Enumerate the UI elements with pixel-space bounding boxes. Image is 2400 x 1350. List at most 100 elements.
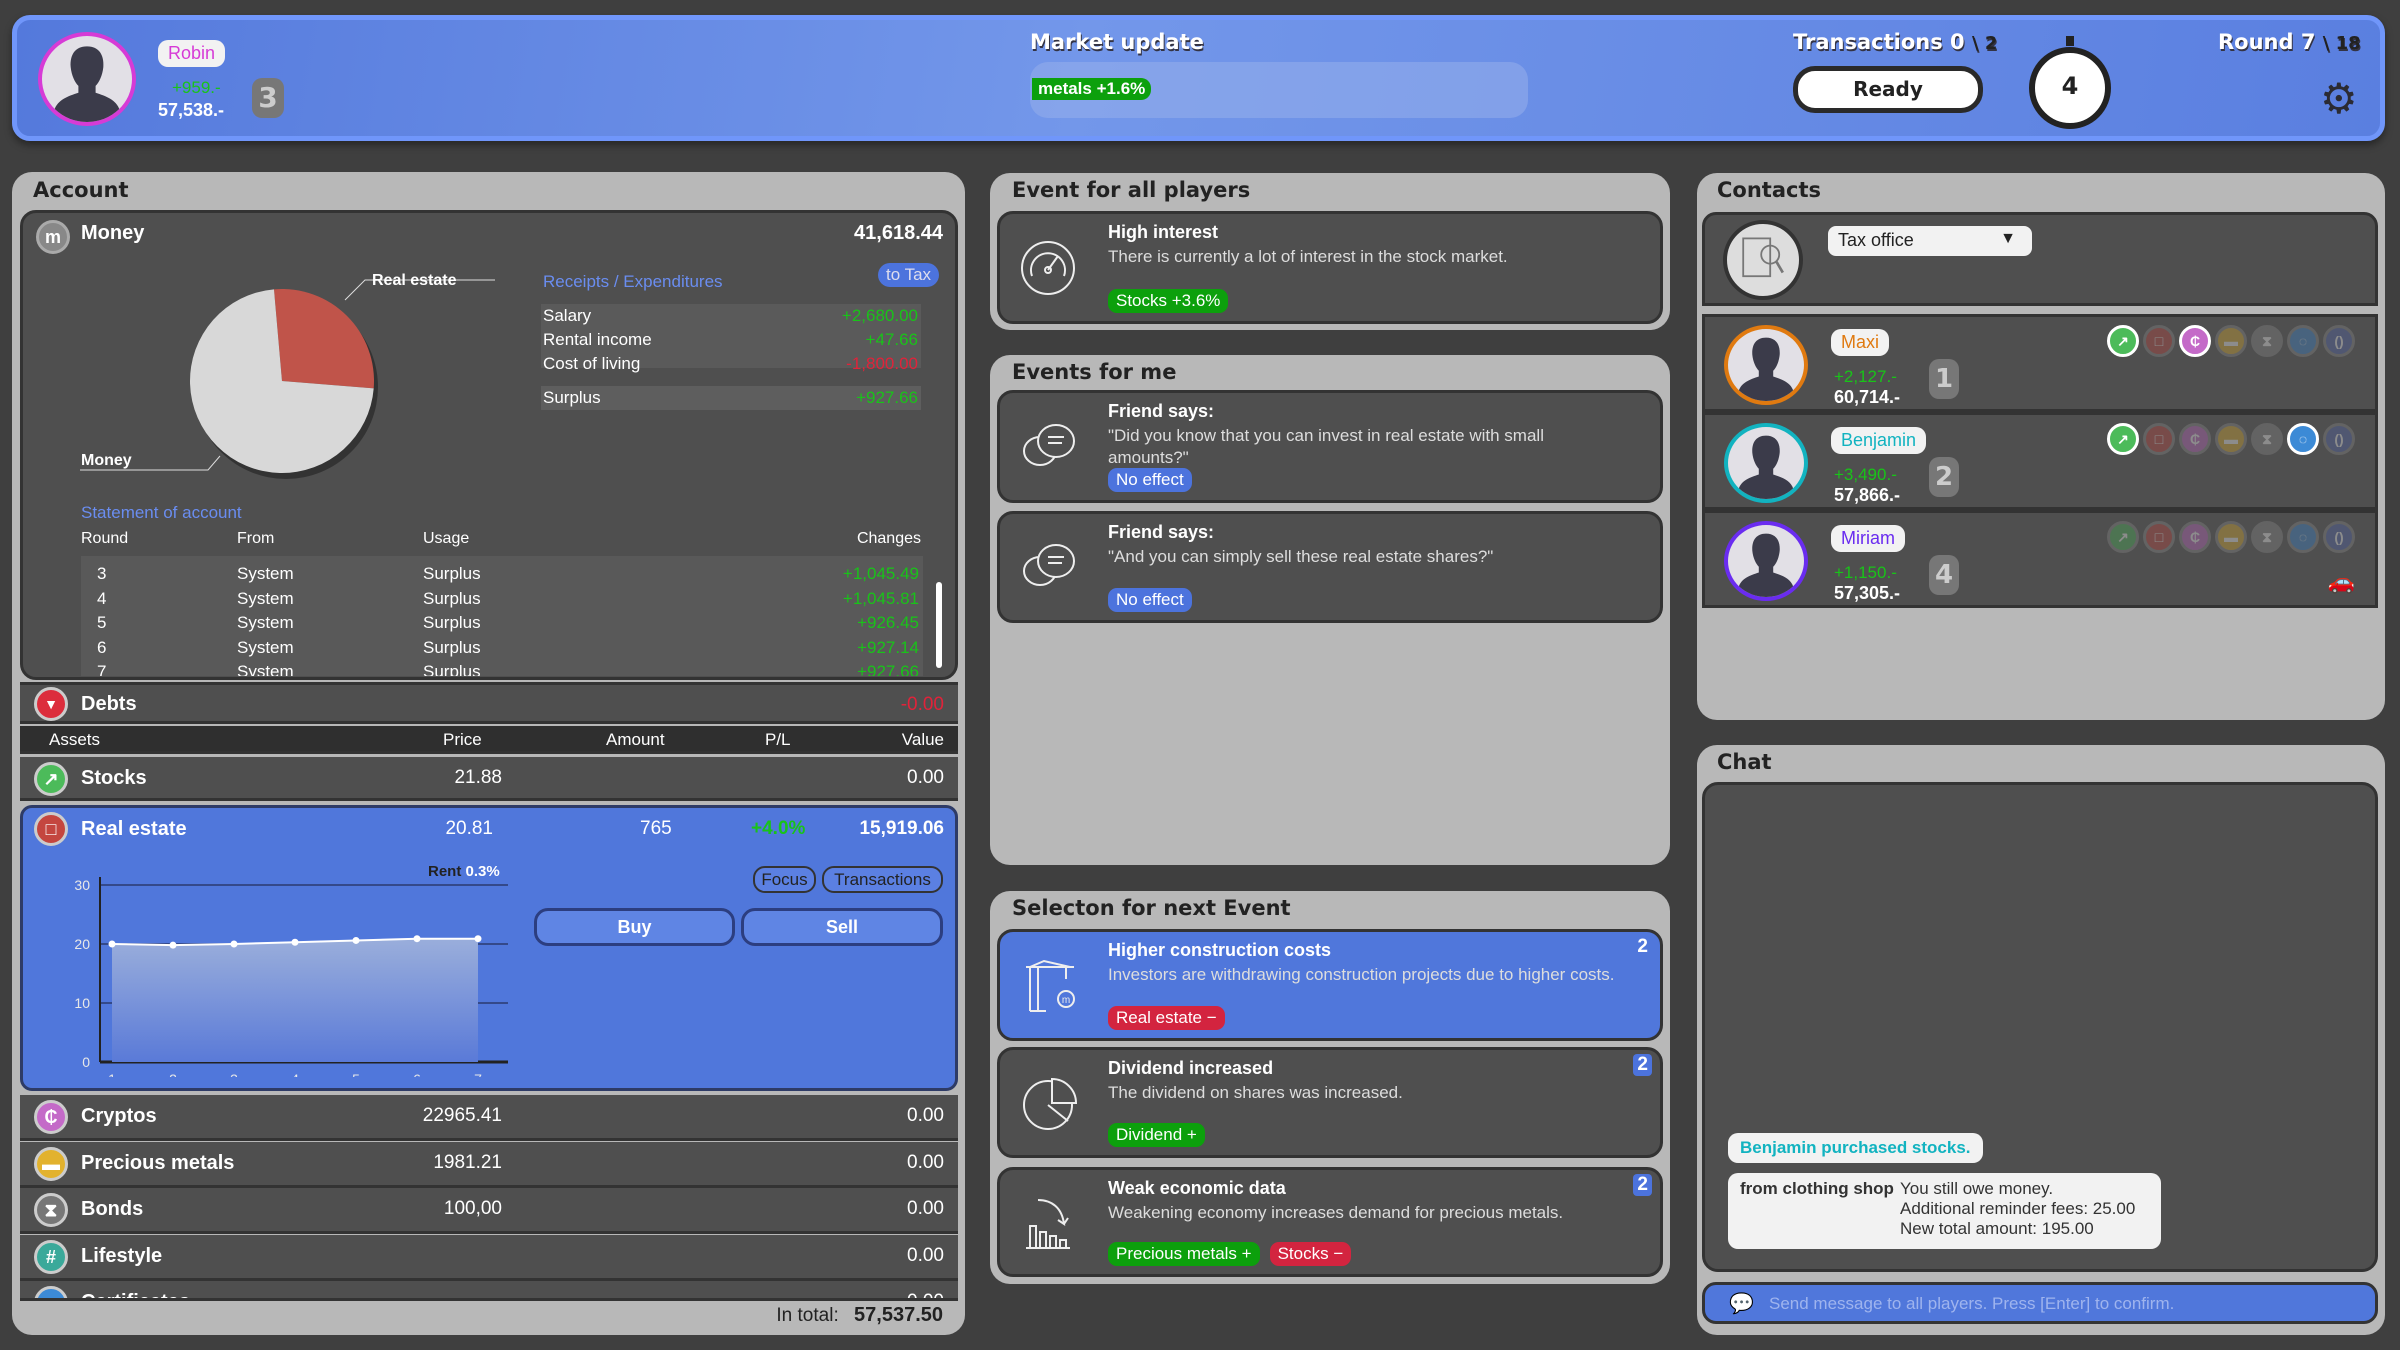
round-max: \ 18 — [2322, 33, 2361, 54]
event-tags: Dividend + — [1108, 1123, 1215, 1147]
x-tick-label: 5 — [352, 1071, 360, 1077]
event-card[interactable]: Weak economic data Weakening economy inc… — [997, 1167, 1663, 1277]
event-title: High interest — [1108, 222, 1219, 242]
event-title: Friend says: — [1108, 522, 1215, 542]
statement-usage: Surplus — [423, 613, 481, 632]
transactions-current: 0 — [1950, 30, 1965, 54]
transactions-max: \ 2 — [1971, 33, 1998, 54]
rent-indicator: Rent 0.3% — [428, 863, 500, 880]
statement-round: 7 — [97, 662, 107, 676]
chat-message-line: New total amount: 195.00 — [1900, 1219, 2094, 1238]
asset-name: Lifestyle — [81, 1245, 163, 1267]
statement-usage: Surplus — [423, 588, 481, 608]
transactions-button[interactable]: Transactions — [822, 866, 943, 893]
asset-row-lifestyle[interactable]: # Lifestyle 0.00 — [20, 1235, 958, 1281]
asset-row-stocks[interactable]: ↗ Stocks 21.88 0.00 — [20, 757, 958, 801]
event-card[interactable]: Dividend increased The dividend on share… — [997, 1047, 1663, 1158]
event-card: Friend says: "Did you know that you can … — [997, 390, 1663, 503]
holding-icon: □ — [2143, 423, 2175, 455]
gauge-icon — [1021, 240, 1075, 295]
receipts-title: Receipts / Expenditures — [543, 272, 723, 291]
debts-row[interactable]: ▼ Debts -0.00 — [20, 682, 958, 724]
gear-icon[interactable]: ⚙ — [2320, 75, 2358, 122]
asset-row-precious-metals[interactable]: ▬ Precious metals 1981.21 0.00 — [20, 1142, 958, 1188]
event-tags: No effect — [1108, 588, 1202, 612]
statement-row: 6 System Surplus +927.14 — [81, 638, 921, 660]
holdings-icons: ↗ □ ₵ ▬ ⧗ ◌() — [2107, 325, 2355, 357]
events-all-title: Event for all players — [1012, 178, 1251, 202]
holding-icon: ⧗ — [2251, 521, 2283, 553]
event-description: Investors are withdrawing construction p… — [1108, 965, 1615, 984]
statement-from: System — [237, 662, 294, 676]
contacts-title: Contacts — [1717, 178, 1821, 202]
receipt-value: +2,680.00 — [841, 306, 918, 325]
chat-bubble-icon: 💬 — [1729, 1293, 1754, 1315]
effect-tag: Stocks +3.6% — [1108, 289, 1229, 313]
event-description: Weakening economy increases demand for p… — [1108, 1203, 1564, 1222]
y-tick-label: 0 — [82, 1054, 90, 1070]
surplus-row: Surplus +927.66 — [541, 386, 921, 410]
stopwatch-icon — [2028, 34, 2112, 130]
chat-input-placeholder: Send message to all players. Press [Ente… — [1769, 1294, 2175, 1313]
pie-slice-money — [190, 289, 374, 473]
holding-icon: □ — [2143, 325, 2175, 357]
transactions-counter: Transactions 0 \ 2 — [1793, 30, 1997, 54]
player-change: +959.- — [172, 78, 221, 97]
tax-office-avatar — [1723, 220, 1803, 300]
contact-card-maxi[interactable]: Maxi +2,127.- 60,714.- 1 ↗ □ ₵ ▬ ⧗ ◌() — [1702, 314, 2378, 412]
statement-change: +1,045.49 — [842, 564, 919, 583]
chat-input[interactable]: 💬 Send message to all players. Press [En… — [1702, 1282, 2378, 1324]
holding-icon: ◌ — [2287, 423, 2319, 455]
total-row: In total: 57,537.50 — [776, 1304, 943, 1327]
sell-button[interactable]: Sell — [741, 908, 943, 946]
event-tags: No effect — [1108, 468, 1202, 492]
statement-usage: Surplus — [423, 662, 481, 676]
contact-select[interactable]: Tax office ▼ — [1828, 226, 2032, 256]
asset-price: 1981.21 — [433, 1152, 502, 1173]
receipt-label: Rental income — [543, 330, 652, 349]
player-avatar[interactable] — [38, 32, 136, 126]
event-tags: Stocks +3.6% — [1108, 289, 1238, 313]
asset-row-certificates[interactable]: ◌ Certificates 0.00 — [20, 1281, 958, 1301]
statement-row: 4 System Surplus +1,045.81 — [81, 589, 921, 611]
holding-icon: ▬ — [2215, 325, 2247, 357]
event-count: 2 — [1637, 936, 1648, 957]
top-bar — [12, 15, 2385, 141]
col-pl: P/L — [765, 730, 791, 749]
holding-icon: ◌ — [2287, 325, 2319, 357]
to-tax-button[interactable]: to Tax — [878, 263, 940, 287]
price-area — [112, 938, 478, 1062]
statement-scrollbar[interactable] — [936, 582, 942, 668]
market-ticker-chip: metals +1.6% — [1032, 78, 1152, 100]
statement-change: +1,045.81 — [842, 588, 919, 608]
event-card: Friend says: "And you can simply sell th… — [997, 511, 1663, 623]
statement-change: +927.66 — [857, 662, 919, 676]
buy-button[interactable]: Buy — [534, 908, 735, 946]
event-card[interactable]: m Higher construction costs Investors ar… — [997, 929, 1663, 1041]
statement-round: 5 — [97, 613, 107, 632]
x-tick-label: 1 — [108, 1071, 116, 1077]
y-tick-label: 20 — [74, 936, 90, 952]
holding-icon: ▬ — [2215, 521, 2247, 553]
event-count: 2 — [1633, 1054, 1652, 1076]
contact-card-miriam[interactable]: Miriam +1,150.- 57,305.- 4 ↗ □ ₵ ▬ ⧗ ◌() 🚗 — [1702, 510, 2378, 608]
ready-button[interactable]: Ready — [1793, 66, 1983, 113]
holding-icon: ↗ — [2107, 521, 2139, 553]
holding-icon: ⧗ — [2251, 325, 2283, 357]
chat-bubbles-icon — [1023, 423, 1075, 466]
focus-button[interactable]: Focus — [753, 866, 816, 893]
effect-tag: No effect — [1108, 468, 1192, 492]
price-point — [108, 940, 116, 948]
asset-row-cryptos[interactable]: ₵ Cryptos 22965.41 0.00 — [20, 1095, 958, 1141]
asset-price: 100,00 — [443, 1198, 502, 1219]
statement-row: 7 System Surplus +927.66 — [81, 662, 921, 676]
chat-bubbles-icon — [1023, 544, 1075, 586]
asset-value: 0.00 — [907, 767, 944, 788]
price-point — [474, 935, 482, 943]
contact-card-benjamin[interactable]: Benjamin +3,490.- 57,866.- 2 ↗ □ ₵ ▬ ⧗ ◌() — [1702, 412, 2378, 510]
holding-icon: ◌ — [2287, 521, 2319, 553]
stocks-icon: ↗ — [34, 762, 68, 796]
statement-from: System — [237, 564, 294, 583]
asset-row-bonds[interactable]: ⧗ Bonds 100,00 0.00 — [20, 1188, 958, 1234]
real-estate-price-chart: 0 10 20 30 1 2 3 4 5 6 7 — [74, 877, 508, 1077]
